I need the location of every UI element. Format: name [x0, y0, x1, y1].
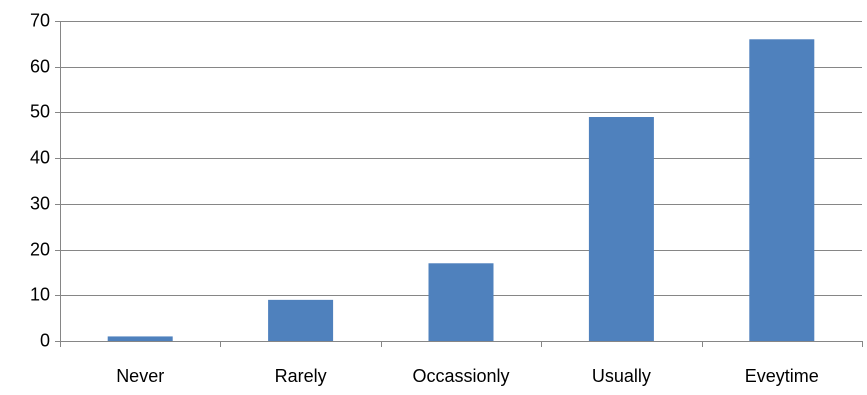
y-tick-label: 30: [30, 193, 50, 213]
x-axis-labels: Never Rarely Occassionly Usually Eveytime: [116, 366, 819, 386]
x-tick-label: Eveytime: [745, 366, 819, 386]
y-tick-label: 0: [40, 330, 50, 350]
y-tick-label: 10: [30, 284, 50, 304]
x-tick-label: Usually: [592, 366, 651, 386]
y-tick-label: 20: [30, 239, 50, 259]
x-tick-label: Never: [116, 366, 164, 386]
bar-usually: [588, 117, 654, 341]
bar-occassionly: [428, 263, 494, 341]
bar-never: [107, 336, 173, 341]
y-tick-label: 50: [30, 101, 50, 121]
y-tick-label: 60: [30, 56, 50, 76]
y-tick-label: 70: [30, 10, 50, 30]
y-tick-label: 40: [30, 147, 50, 167]
bar-rarely: [268, 299, 334, 341]
x-tick-label: Occassionly: [412, 366, 509, 386]
x-axis: [55, 21, 863, 347]
bar-eveytime: [749, 39, 815, 342]
x-tick-label: Rarely: [275, 366, 327, 386]
gridlines: [60, 21, 862, 296]
y-axis-ticks: 0 10 20 30 40 50 60 70: [30, 10, 60, 350]
bars: [107, 39, 815, 342]
